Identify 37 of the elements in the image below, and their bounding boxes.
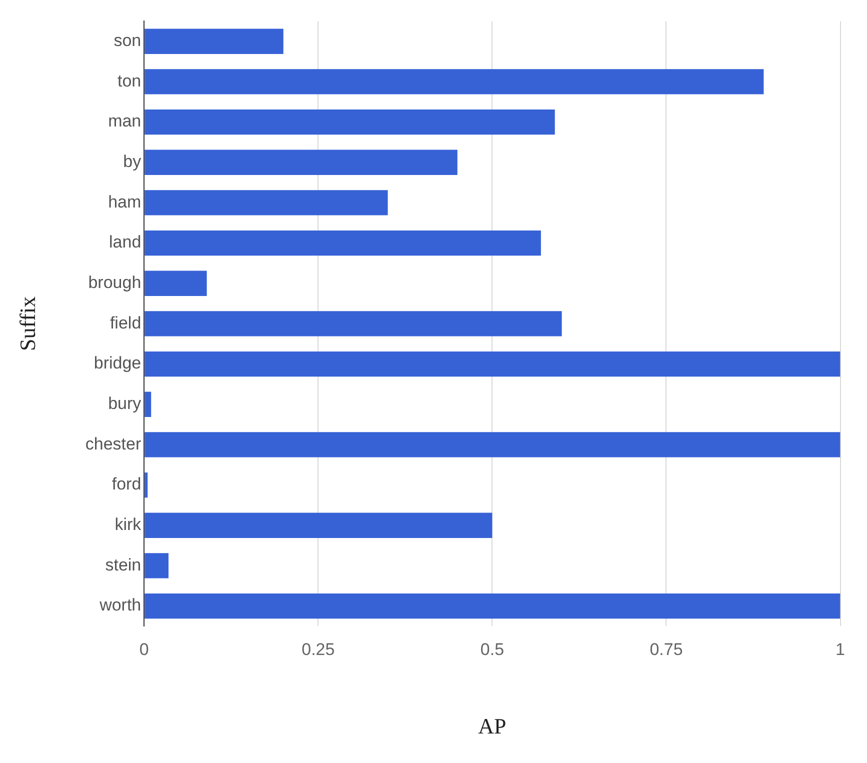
y-tick-label: ham [108,192,142,212]
y-tick-label: land [109,232,142,252]
x-axis-title: AP [478,714,506,739]
bar [144,432,840,458]
y-tick-label: worth [98,596,142,615]
y-tick-label: stein [105,555,142,574]
y-tick-label: chester [85,434,142,454]
bar [144,190,388,216]
bar [144,109,555,135]
bar [144,351,840,377]
x-tick-label: 0.75 [650,640,683,660]
y-tick-label: bridge [94,354,142,373]
bar [144,69,764,94]
bar [144,553,169,578]
bar [144,28,284,54]
x-tick-label: 0 [139,640,149,660]
y-tick-label: ford [112,474,142,494]
y-tick-label: son [114,31,142,50]
x-tick-label: 1 [836,640,846,660]
bar [144,270,207,296]
y-tick-label: by [123,152,142,172]
bar [144,311,562,336]
y-tick-label: field [110,313,142,332]
bar [144,593,840,619]
y-tick-label: brough [88,273,142,292]
bar [144,512,492,538]
y-tick-label: ton [118,71,142,90]
bar [144,150,458,175]
x-tick-label: 0.25 [302,640,335,660]
y-axis-title: Suffix [14,296,40,352]
y-tick-label: bury [108,394,142,414]
bar [144,392,152,417]
x-tick-label: 0.5 [480,640,504,660]
bar [144,472,148,498]
y-tick-label: kirk [114,515,142,534]
bar [144,230,541,256]
y-tick-label: man [108,112,142,131]
